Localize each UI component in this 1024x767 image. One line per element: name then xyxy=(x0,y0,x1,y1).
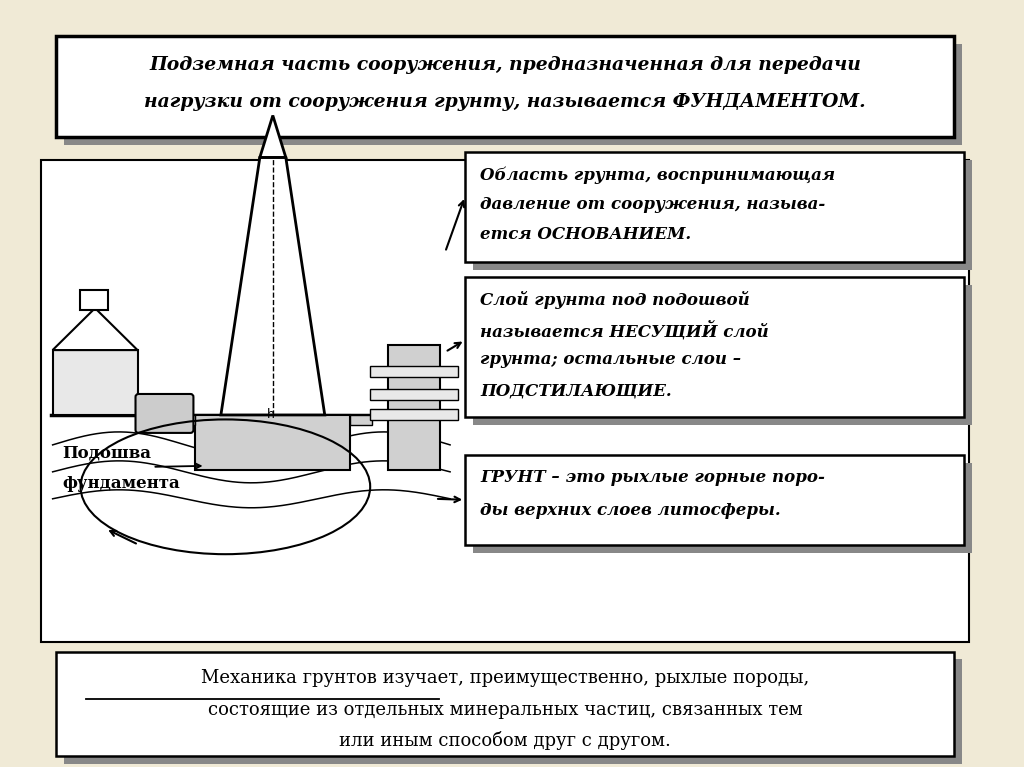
Text: ГРУНТ – это рыхлые горные поро-: ГРУНТ – это рыхлые горные поро- xyxy=(480,469,825,486)
Bar xyxy=(371,390,458,400)
FancyBboxPatch shape xyxy=(473,463,973,553)
Text: грунта; остальные слои –: грунта; остальные слои – xyxy=(480,351,741,368)
Text: нагрузки от сооружения грунту, называется ФУНДАМЕНТОМ.: нагрузки от сооружения грунту, называетс… xyxy=(144,93,866,110)
Text: h: h xyxy=(266,409,274,421)
Bar xyxy=(371,410,458,420)
Text: Область грунта, воспринимающая: Область грунта, воспринимающая xyxy=(480,166,836,184)
Polygon shape xyxy=(52,308,137,350)
FancyBboxPatch shape xyxy=(63,44,963,146)
Bar xyxy=(196,415,350,470)
Bar xyxy=(52,350,137,415)
Text: давление от сооружения, называ-: давление от сооружения, называ- xyxy=(480,196,825,213)
FancyBboxPatch shape xyxy=(473,285,973,425)
Text: состоящие из отдельных минеральных частиц, связанных тем: состоящие из отдельных минеральных части… xyxy=(208,702,803,719)
Text: Механика грунтов изучает, преимущественно, рыхлые породы,: Механика грунтов изучает, преимущественн… xyxy=(201,670,809,687)
Text: Подошва: Подошва xyxy=(62,445,152,462)
FancyBboxPatch shape xyxy=(55,35,954,137)
FancyBboxPatch shape xyxy=(63,660,963,764)
Text: фундамента: фундамента xyxy=(62,475,180,492)
FancyBboxPatch shape xyxy=(465,277,965,417)
Polygon shape xyxy=(260,116,286,157)
Text: ПОДСТИЛАЮЩИЕ.: ПОДСТИЛАЮЩИЕ. xyxy=(480,382,672,399)
FancyBboxPatch shape xyxy=(135,394,194,433)
Text: называется НЕСУЩИЙ слой: называется НЕСУЩИЙ слой xyxy=(480,321,769,341)
Text: Подземная часть сооружения, предназначенная для передачи: Подземная часть сооружения, предназначен… xyxy=(150,55,861,74)
FancyBboxPatch shape xyxy=(41,160,970,641)
Text: или иным способом друг с другом.: или иным способом друг с другом. xyxy=(339,732,671,750)
Text: Слой грунта под подошвой: Слой грунта под подошвой xyxy=(480,291,750,309)
Bar xyxy=(173,415,196,425)
FancyBboxPatch shape xyxy=(465,455,965,545)
Bar xyxy=(80,290,108,310)
Bar xyxy=(371,366,458,377)
Polygon shape xyxy=(221,157,325,415)
Text: ется ОСНОВАНИЕМ.: ется ОСНОВАНИЕМ. xyxy=(480,226,691,243)
Bar xyxy=(350,415,372,425)
FancyBboxPatch shape xyxy=(55,651,954,756)
FancyBboxPatch shape xyxy=(465,153,965,262)
FancyBboxPatch shape xyxy=(473,160,973,270)
Text: ды верхних слоев литосферы.: ды верхних слоев литосферы. xyxy=(480,502,780,518)
Bar xyxy=(388,345,440,470)
